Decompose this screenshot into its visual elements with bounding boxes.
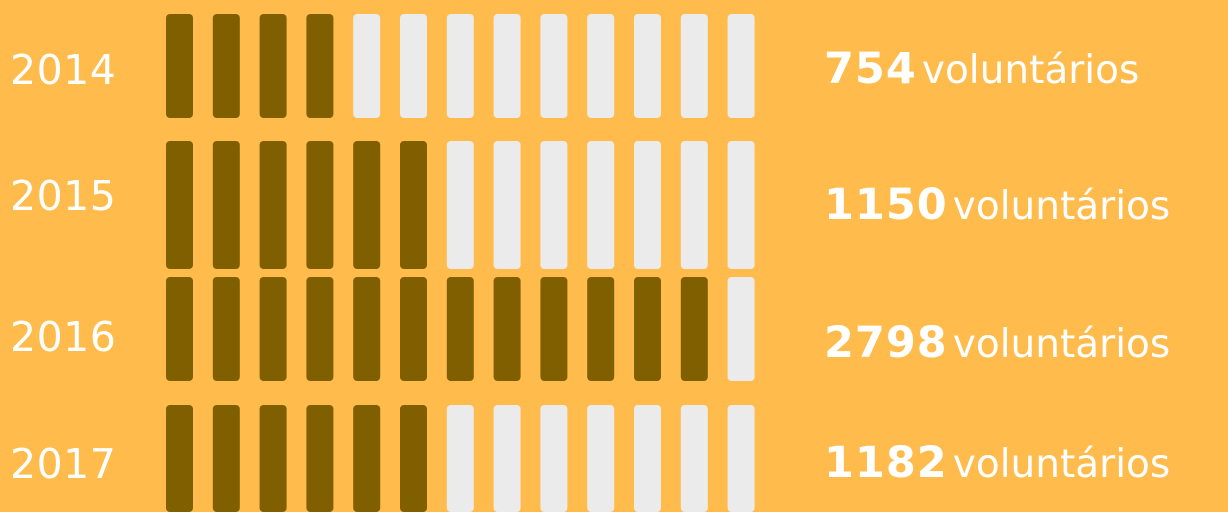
year-label-2016: 2016 xyxy=(10,313,117,361)
bar-segment-filled xyxy=(680,277,708,381)
bar-segment-empty xyxy=(540,141,568,269)
value-label-2014: 754 voluntários xyxy=(824,39,1139,99)
bar-segment-filled xyxy=(212,14,240,118)
bar-segment-filled xyxy=(259,277,287,381)
bar-segment-empty xyxy=(727,277,755,381)
bar-segment-filled xyxy=(166,14,193,118)
bar-segment-empty xyxy=(634,405,661,512)
bar-segment-empty xyxy=(493,14,521,118)
bar-segment-filled xyxy=(400,277,427,381)
bar-segment-empty xyxy=(634,14,661,118)
bar-segment-filled xyxy=(166,405,193,512)
year-label-2015: 2015 xyxy=(10,172,117,220)
bar-segment-filled xyxy=(540,277,568,381)
bar-segment-empty xyxy=(493,141,521,269)
bar-segment-filled xyxy=(493,277,521,381)
bar-segment-empty xyxy=(680,405,708,512)
year-label-2014: 2014 xyxy=(10,46,117,94)
value-label-2015: 1150 voluntários xyxy=(824,175,1170,235)
value-number: 1182 xyxy=(824,438,948,488)
bar-segment-empty xyxy=(587,141,615,269)
bar-segment-empty xyxy=(587,14,615,118)
bar-segment-filled xyxy=(259,405,287,512)
bar-row-2014 xyxy=(166,14,755,118)
bar-segment-filled xyxy=(587,277,615,381)
bar-segment-empty xyxy=(680,14,708,118)
bar-segment-empty xyxy=(634,141,661,269)
value-unit: voluntários xyxy=(921,48,1140,93)
bar-segment-empty xyxy=(353,14,381,118)
bar-segment-filled xyxy=(400,141,427,269)
value-number: 2798 xyxy=(824,318,948,368)
value-unit: voluntários xyxy=(952,184,1171,229)
bar-segment-empty xyxy=(727,14,755,118)
bar-segment-filled xyxy=(306,141,334,269)
bar-segment-empty xyxy=(540,405,568,512)
value-label-2017: 1182 voluntários xyxy=(824,433,1170,493)
bar-segment-filled xyxy=(212,141,240,269)
bar-segment-empty xyxy=(446,141,474,269)
value-unit: voluntários xyxy=(952,442,1171,487)
value-number: 754 xyxy=(824,44,917,94)
bar-segment-filled xyxy=(306,277,334,381)
bar-row-2015 xyxy=(166,141,755,269)
value-label-2016: 2798 voluntários xyxy=(824,313,1170,373)
bar-segment-filled xyxy=(353,141,381,269)
bar-segment-empty xyxy=(493,405,521,512)
value-number: 1150 xyxy=(824,180,948,230)
bar-segment-filled xyxy=(212,277,240,381)
bar-segment-filled xyxy=(634,277,661,381)
bar-segment-empty xyxy=(540,14,568,118)
bar-segment-filled xyxy=(166,141,193,269)
year-label-2017: 2017 xyxy=(10,440,117,488)
bar-segment-empty xyxy=(587,405,615,512)
bar-segment-empty xyxy=(446,405,474,512)
bar-row-2017 xyxy=(166,405,755,512)
bar-segment-empty xyxy=(400,14,427,118)
bar-segment-filled xyxy=(446,277,474,381)
bar-segment-filled xyxy=(259,141,287,269)
bar-segment-filled xyxy=(212,405,240,512)
value-unit: voluntários xyxy=(952,322,1171,367)
bar-segment-empty xyxy=(446,14,474,118)
bar-segment-filled xyxy=(259,14,287,118)
bar-segment-empty xyxy=(727,141,755,269)
bar-segment-filled xyxy=(306,405,334,512)
bar-segment-filled xyxy=(306,14,334,118)
bar-segment-filled xyxy=(353,277,381,381)
bar-segment-filled xyxy=(166,277,193,381)
bar-segment-empty xyxy=(727,405,755,512)
bar-segment-filled xyxy=(353,405,381,512)
bar-row-2016 xyxy=(166,277,755,381)
bar-segment-empty xyxy=(680,141,708,269)
bar-segment-filled xyxy=(400,405,427,512)
